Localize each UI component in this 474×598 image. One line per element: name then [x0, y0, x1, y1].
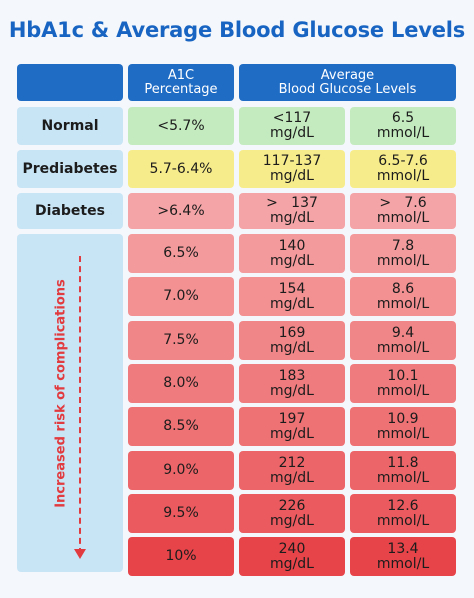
header-a1c-line1: A1C [167, 67, 195, 83]
level-mgdl: 240 mg/dL [239, 537, 345, 576]
risk-panel [17, 234, 123, 572]
normal-mmol-unit: mmol/L [376, 125, 430, 141]
level-mmol: 12.6 mmol/L [350, 494, 456, 533]
normal-mmol-value: 6.5 [391, 110, 415, 126]
level-mgdl-value: 154 [278, 280, 306, 297]
level-mgdl: 169 mg/dL [239, 321, 345, 360]
level-a1c: 10% [128, 537, 234, 576]
header-avg-line2: Blood Glucose Levels [278, 81, 417, 97]
level-mgdl-unit: mg/dL [270, 295, 314, 312]
level-mmol-unit: mmol/L [376, 469, 430, 486]
level-mgdl-unit: mg/dL [270, 425, 314, 442]
level-mgdl-unit: mg/dL [270, 339, 314, 356]
normal-mgdl-unit: mg/dL [270, 125, 314, 141]
level-mmol: 9.4 mmol/L [350, 321, 456, 360]
level-a1c: 7.5% [128, 321, 234, 360]
arrow-down-icon [74, 549, 86, 559]
level-mmol-value: 12.6 [387, 497, 419, 514]
level-mmol-value: 9.4 [391, 324, 415, 341]
header-avg-line1: Average [320, 67, 375, 83]
level-mgdl-unit: mg/dL [270, 512, 314, 529]
level-mgdl-value: 212 [278, 454, 306, 471]
level-mmol-value: 13.4 [387, 540, 419, 557]
risk-label: Increased risk of complications [53, 279, 69, 508]
level-mgdl: 140 mg/dL [239, 234, 345, 273]
level-mgdl-value: 240 [278, 540, 306, 557]
level-mmol-value: 10.9 [387, 410, 419, 427]
level-mgdl-unit: mg/dL [270, 469, 314, 486]
level-mmol: 8.6 mmol/L [350, 277, 456, 316]
level-mgdl: 183 mg/dL [239, 364, 345, 403]
level-mmol-unit: mmol/L [376, 425, 430, 442]
level-mmol: 11.8 mmol/L [350, 451, 456, 490]
level-mgdl-value: 183 [278, 367, 306, 384]
normal-a1c: <5.7% [128, 107, 234, 145]
page-title: HbA1c & Average Blood Glucose Levels [8, 18, 466, 42]
risk-dashed-line [79, 256, 81, 554]
level-a1c: 6.5% [128, 234, 234, 273]
level-mmol: 7.8 mmol/L [350, 234, 456, 273]
level-mmol-unit: mmol/L [376, 339, 430, 356]
normal-mgdl: <117 mg/dL [239, 107, 345, 145]
diabetes-mgdl-unit: mg/dL [270, 210, 314, 226]
prediabetes-mgdl: 117-137 mg/dL [239, 150, 345, 188]
level-mmol: 13.4 mmol/L [350, 537, 456, 576]
diabetes-mmol-value: > 7.6 [379, 195, 427, 211]
header-average-glucose: Average Blood Glucose Levels [239, 64, 456, 101]
level-mmol-unit: mmol/L [376, 382, 430, 399]
level-mgdl: 197 mg/dL [239, 407, 345, 446]
header-a1c-line2: Percentage [144, 81, 218, 97]
level-mmol-value: 8.6 [391, 280, 415, 297]
normal-mmol: 6.5 mmol/L [350, 107, 456, 145]
row-label-diabetes: Diabetes [17, 193, 123, 229]
level-mmol: 10.9 mmol/L [350, 407, 456, 446]
level-mgdl: 154 mg/dL [239, 277, 345, 316]
level-mgdl-value: 197 [278, 410, 306, 427]
level-mmol-value: 11.8 [387, 454, 419, 471]
row-label-prediabetes: Prediabetes [17, 150, 123, 188]
risk-indicator: Increased risk of complications [22, 234, 123, 569]
level-mmol-value: 7.8 [391, 237, 415, 254]
level-mmol: 10.1 mmol/L [350, 364, 456, 403]
level-a1c: 9.5% [128, 494, 234, 533]
level-mgdl: 212 mg/dL [239, 451, 345, 490]
level-a1c: 8.0% [128, 364, 234, 403]
level-a1c: 9.0% [128, 451, 234, 490]
prediabetes-mgdl-value: 117-137 [262, 153, 322, 169]
prediabetes-mmol-value: 6.5-7.6 [378, 153, 428, 169]
level-mgdl-value: 226 [278, 497, 306, 514]
prediabetes-a1c: 5.7-6.4% [128, 150, 234, 188]
level-mgdl-value: 169 [278, 324, 306, 341]
level-a1c: 8.5% [128, 407, 234, 446]
level-mgdl: 226 mg/dL [239, 494, 345, 533]
prediabetes-mmol: 6.5-7.6 mmol/L [350, 150, 456, 188]
level-mmol-unit: mmol/L [376, 512, 430, 529]
diabetes-a1c: >6.4% [128, 193, 234, 229]
level-mmol-unit: mmol/L [376, 252, 430, 269]
normal-mgdl-value: <117 [272, 110, 312, 126]
diabetes-mmol-unit: mmol/L [376, 210, 430, 226]
diabetes-mgdl: > 137 mg/dL [239, 193, 345, 229]
level-mmol-unit: mmol/L [376, 555, 430, 572]
level-mmol-value: 10.1 [387, 367, 419, 384]
header-a1c-percentage: A1C Percentage [128, 64, 234, 101]
prediabetes-mmol-unit: mmol/L [376, 168, 430, 184]
diabetes-mgdl-value: > 137 [266, 195, 318, 211]
prediabetes-mgdl-unit: mg/dL [270, 168, 314, 184]
header-corner [17, 64, 123, 101]
level-a1c: 7.0% [128, 277, 234, 316]
level-mmol-unit: mmol/L [376, 295, 430, 312]
level-mgdl-value: 140 [278, 237, 306, 254]
diabetes-mmol: > 7.6 mmol/L [350, 193, 456, 229]
level-mgdl-unit: mg/dL [270, 382, 314, 399]
level-mgdl-unit: mg/dL [270, 555, 314, 572]
level-mgdl-unit: mg/dL [270, 252, 314, 269]
row-label-normal: Normal [17, 107, 123, 145]
